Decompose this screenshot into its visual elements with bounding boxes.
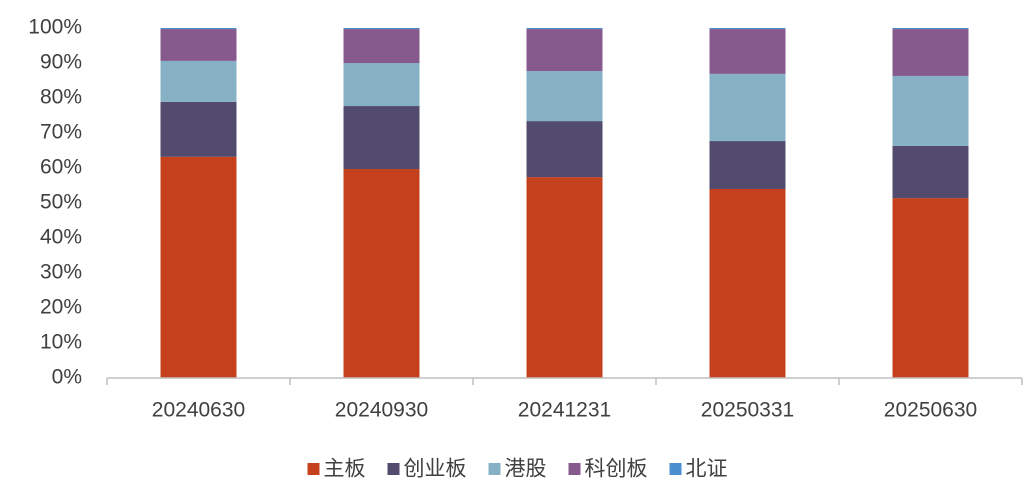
x-tick-label: 20240930 xyxy=(335,399,428,422)
bar-segment xyxy=(160,60,237,102)
bar-segment xyxy=(160,156,237,378)
bar-segment xyxy=(709,29,786,74)
bar-segment xyxy=(709,141,786,189)
y-tick-label: 100% xyxy=(28,16,82,39)
bar-segment xyxy=(160,28,237,30)
bar-segment xyxy=(343,29,420,63)
bar-segment xyxy=(526,71,603,122)
legend-swatch xyxy=(568,463,581,475)
bar-segment xyxy=(892,75,969,146)
bar-segment xyxy=(709,73,786,142)
x-tick-label: 20240630 xyxy=(152,399,245,422)
y-tick-label: 40% xyxy=(40,226,82,249)
bar-segment xyxy=(709,189,786,378)
y-tick-label: 30% xyxy=(40,261,82,284)
bar-segment xyxy=(709,28,786,30)
y-tick-label: 50% xyxy=(40,191,82,214)
bar-segment xyxy=(343,169,420,378)
legend-label: 北证 xyxy=(686,458,728,481)
y-tick-label: 90% xyxy=(40,51,82,74)
bar-segment xyxy=(892,28,969,30)
y-tick-label: 60% xyxy=(40,156,82,179)
y-tick-label: 10% xyxy=(40,331,82,354)
legend-swatch xyxy=(488,463,501,475)
legend-label: 创业板 xyxy=(404,458,467,481)
bar-segment xyxy=(160,101,237,157)
bar-segment xyxy=(160,29,237,61)
bar-segment xyxy=(892,29,969,76)
bar-segment xyxy=(526,177,603,378)
legend-swatch xyxy=(387,463,400,475)
bar-segment xyxy=(892,145,969,199)
y-tick-label: 70% xyxy=(40,121,82,144)
x-tick-label: 20250331 xyxy=(701,399,794,422)
bar-segment xyxy=(526,29,603,72)
bar-segment xyxy=(892,198,969,378)
legend-swatch xyxy=(307,463,320,475)
y-tick-label: 0% xyxy=(52,366,82,389)
y-tick-label: 20% xyxy=(40,296,82,319)
legend-label: 主板 xyxy=(324,458,366,481)
y-tick-label: 80% xyxy=(40,86,82,109)
x-tick-label: 20241231 xyxy=(518,399,611,422)
legend-label: 港股 xyxy=(505,458,547,481)
x-tick-label: 20250630 xyxy=(884,399,977,422)
bar-segment xyxy=(526,121,603,178)
legend-swatch xyxy=(669,463,682,475)
bar-segment xyxy=(343,63,420,107)
bar-segment xyxy=(343,106,420,170)
bar-segment xyxy=(526,28,603,30)
bar-segment xyxy=(343,28,420,30)
legend-label: 科创板 xyxy=(585,458,648,481)
